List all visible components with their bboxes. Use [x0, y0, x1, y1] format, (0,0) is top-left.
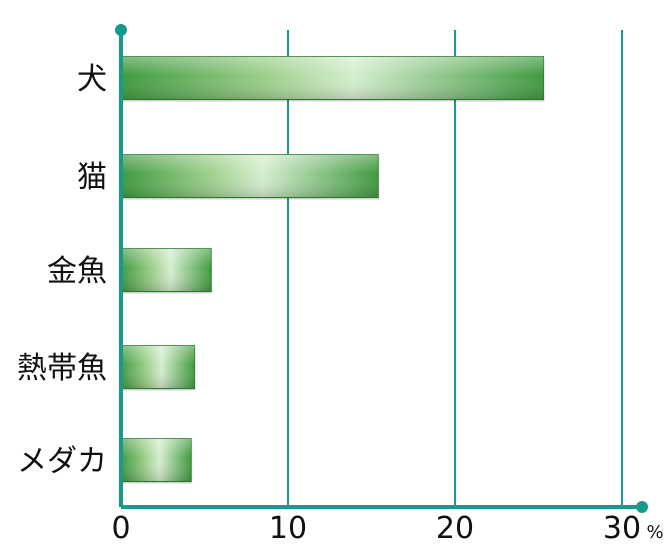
- bar-shade: [121, 438, 192, 482]
- x-tick-label-10: 10: [269, 511, 307, 540]
- category-label: 金魚: [47, 254, 107, 289]
- axes: [115, 24, 648, 513]
- bar-2: [120, 154, 380, 200]
- bar-1: [120, 56, 545, 102]
- x-axis-end-dot: [636, 501, 648, 513]
- bar-shade: [121, 248, 212, 292]
- bar-shade: [121, 345, 195, 389]
- x-unit-label: %: [646, 522, 663, 540]
- category-label: 犬: [77, 62, 107, 97]
- bars: [120, 56, 545, 484]
- bar-5: [120, 438, 193, 484]
- category-label: 猫: [77, 160, 107, 195]
- category-label: 熱帯魚: [17, 351, 107, 386]
- x-tick-label-20: 20: [436, 511, 474, 540]
- bar-3: [120, 248, 213, 294]
- y-axis-end-dot: [115, 24, 127, 36]
- bar-4: [120, 345, 196, 391]
- x-tick-label-0: 0: [111, 511, 130, 540]
- gridlines: [287, 30, 623, 507]
- category-label: メダカ: [17, 444, 107, 479]
- bar-shade: [121, 154, 379, 198]
- x-tick-label-30: 30: [603, 511, 641, 540]
- bar-shade: [121, 56, 544, 100]
